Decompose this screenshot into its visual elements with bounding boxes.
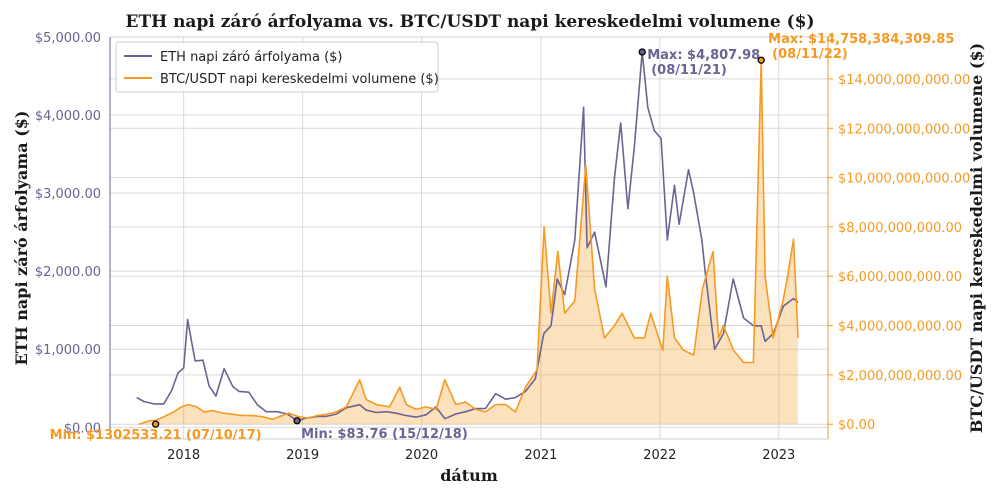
right-y-tick-label: $6,000,000,000.00 <box>838 270 962 285</box>
series-layer <box>136 51 799 425</box>
right-y-tick-label: $14,000,000,000.00 <box>838 73 970 88</box>
volume-max-annotation-label: Max: $14,758,384,309.85 (08/11/22) <box>768 32 954 62</box>
left-y-tick-label: $2,000.00 <box>35 265 101 280</box>
left-y-tick-label: $1,000.00 <box>35 343 101 358</box>
eth-min-annotation-label: Min: $83.76 (15/12/18) <box>301 427 468 442</box>
eth-min-annotation-label-line: Min: $83.76 (15/12/18) <box>301 427 468 442</box>
volume-max-annotation-label-line: Max: $14,758,384,309.85 <box>768 32 954 47</box>
x-tick-label: 2023 <box>762 448 795 463</box>
right-y-tick-label: $2,000,000,000.00 <box>838 369 962 384</box>
annotation-layer: Max: $4,807.98 (08/11/21) Min: $83.76 (15/… <box>50 32 955 443</box>
right-y-tick-label: $4,000,000,000.00 <box>838 320 962 335</box>
left-y-tick-label: $0.00 <box>64 421 101 436</box>
legend: ETH napi záró árfolyama ($) BTC/USDT napi… <box>115 41 439 93</box>
legend-label: ETH napi záró árfolyama ($) <box>160 50 343 65</box>
eth-max-annotation-label: Max: $4,807.98 (08/11/21) <box>647 48 760 78</box>
legend-box <box>115 41 439 93</box>
volume-max-annotation-label-line: (08/11/22) <box>772 47 848 62</box>
eth-max-annotation-label-line: Max: $4,807.98 <box>647 48 760 63</box>
x-tick-label: 2021 <box>524 448 557 463</box>
right-y-tick-label: $10,000,000,000.00 <box>838 172 970 187</box>
x-axis-label: dátum <box>440 466 498 485</box>
volume-min-annotation-label-line: Min: $1302533.21 (07/10/17) <box>50 428 262 443</box>
chart-title: ETH napi záró árfolyama vs. BTC/USDT nap… <box>125 12 814 32</box>
eth-max-annotation-marker <box>638 48 646 56</box>
volume-min-annotation-marker <box>151 420 160 428</box>
eth-min-annotation-marker <box>293 417 301 425</box>
left-y-tick-label: $4,000.00 <box>35 109 101 124</box>
left-y-axis-label: ETH napi záró árfolyama ($) <box>12 111 31 366</box>
volume-max-annotation-marker <box>757 56 765 64</box>
left-y-tick-label: $3,000.00 <box>35 187 101 202</box>
x-axis: 2018 2019 2020 2021 2022 2023 <box>167 448 795 463</box>
volume-area-fill <box>139 60 798 425</box>
volume-min-annotation-label: Min: $1302533.21 (07/10/17) <box>50 428 262 443</box>
right-y-axis: $0.00 $2,000,000,000.00 $4,000,000,000.00 $… <box>827 37 970 439</box>
left-y-tick-label: $5,000.00 <box>35 31 101 46</box>
x-tick-label: 2018 <box>167 448 200 463</box>
x-tick-label: 2019 <box>286 448 319 463</box>
x-tick-label: 2022 <box>643 448 676 463</box>
left-y-axis: $0.00 $1,000.00 $2,000.00 $3,000.00 $4,000.0… <box>35 31 111 439</box>
right-y-axis-label: BTC/USDT napi kereskedelmi volumene ($) <box>967 43 986 433</box>
right-y-tick-label: $8,000,000,000.00 <box>838 221 962 236</box>
right-y-tick-label: $0.00 <box>838 418 875 433</box>
btc-volume-line <box>138 59 799 425</box>
legend-label: BTC/USDT napi kereskedelmi volumene ($) <box>160 72 439 87</box>
x-tick-label: 2020 <box>405 448 438 463</box>
eth-max-annotation-label-line: (08/11/21) <box>651 63 727 78</box>
right-y-tick-label: $12,000,000,000.00 <box>838 122 970 137</box>
eth-price-line <box>136 51 799 422</box>
